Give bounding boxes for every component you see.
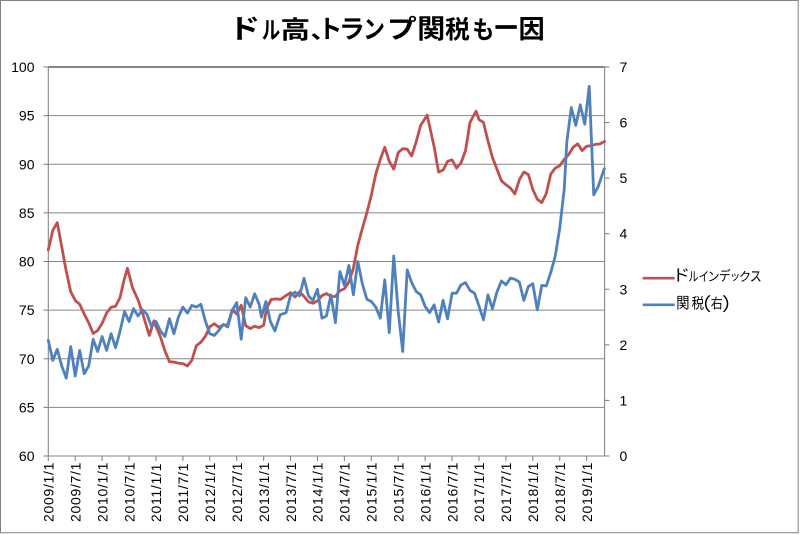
svg-text:5: 5 xyxy=(620,170,628,186)
svg-text:90: 90 xyxy=(19,156,35,172)
svg-text:7: 7 xyxy=(620,59,628,75)
svg-text:2010/7/1: 2010/7/1 xyxy=(121,462,137,522)
svg-text:2009/7/1: 2009/7/1 xyxy=(67,462,83,522)
svg-text:2014/1/1: 2014/1/1 xyxy=(310,462,326,522)
svg-text:2011/7/1: 2011/7/1 xyxy=(175,463,191,522)
svg-text:3: 3 xyxy=(620,281,628,297)
svg-text:95: 95 xyxy=(19,108,35,124)
svg-text:2014/7/1: 2014/7/1 xyxy=(337,462,353,522)
svg-text:2013/1/1: 2013/1/1 xyxy=(256,462,272,522)
svg-text:70: 70 xyxy=(19,351,35,367)
svg-text:2018/1/1: 2018/1/1 xyxy=(525,462,541,522)
svg-text:2: 2 xyxy=(620,337,628,353)
svg-text:2016/7/1: 2016/7/1 xyxy=(444,462,460,522)
svg-text:2013/7/1: 2013/7/1 xyxy=(283,462,299,522)
svg-text:2018/7/1: 2018/7/1 xyxy=(552,462,568,522)
svg-text:100: 100 xyxy=(11,59,35,75)
svg-text:6: 6 xyxy=(620,115,628,131)
svg-text:2009/1/1: 2009/1/1 xyxy=(41,462,57,522)
svg-text:2011/1/1: 2011/1/1 xyxy=(148,463,164,522)
svg-text:2012/1/1: 2012/1/1 xyxy=(202,462,218,522)
svg-text:65: 65 xyxy=(19,399,35,415)
svg-text:2016/1/1: 2016/1/1 xyxy=(417,462,433,522)
svg-text:2012/7/1: 2012/7/1 xyxy=(229,462,245,522)
svg-text:2015/1/1: 2015/1/1 xyxy=(364,462,380,522)
svg-text:2017/7/1: 2017/7/1 xyxy=(498,462,514,522)
svg-text:4: 4 xyxy=(620,226,628,242)
svg-text:1: 1 xyxy=(620,392,628,408)
svg-text:0: 0 xyxy=(620,448,628,464)
svg-text:2010/1/1: 2010/1/1 xyxy=(94,462,110,522)
svg-text:2017/1/1: 2017/1/1 xyxy=(471,462,487,522)
svg-text:2019/1/1: 2019/1/1 xyxy=(579,462,595,522)
svg-text:2015/7/1: 2015/7/1 xyxy=(390,462,406,522)
svg-text:60: 60 xyxy=(19,448,35,464)
svg-text:85: 85 xyxy=(19,205,35,221)
svg-text:75: 75 xyxy=(19,302,35,318)
svg-text:80: 80 xyxy=(19,254,35,270)
